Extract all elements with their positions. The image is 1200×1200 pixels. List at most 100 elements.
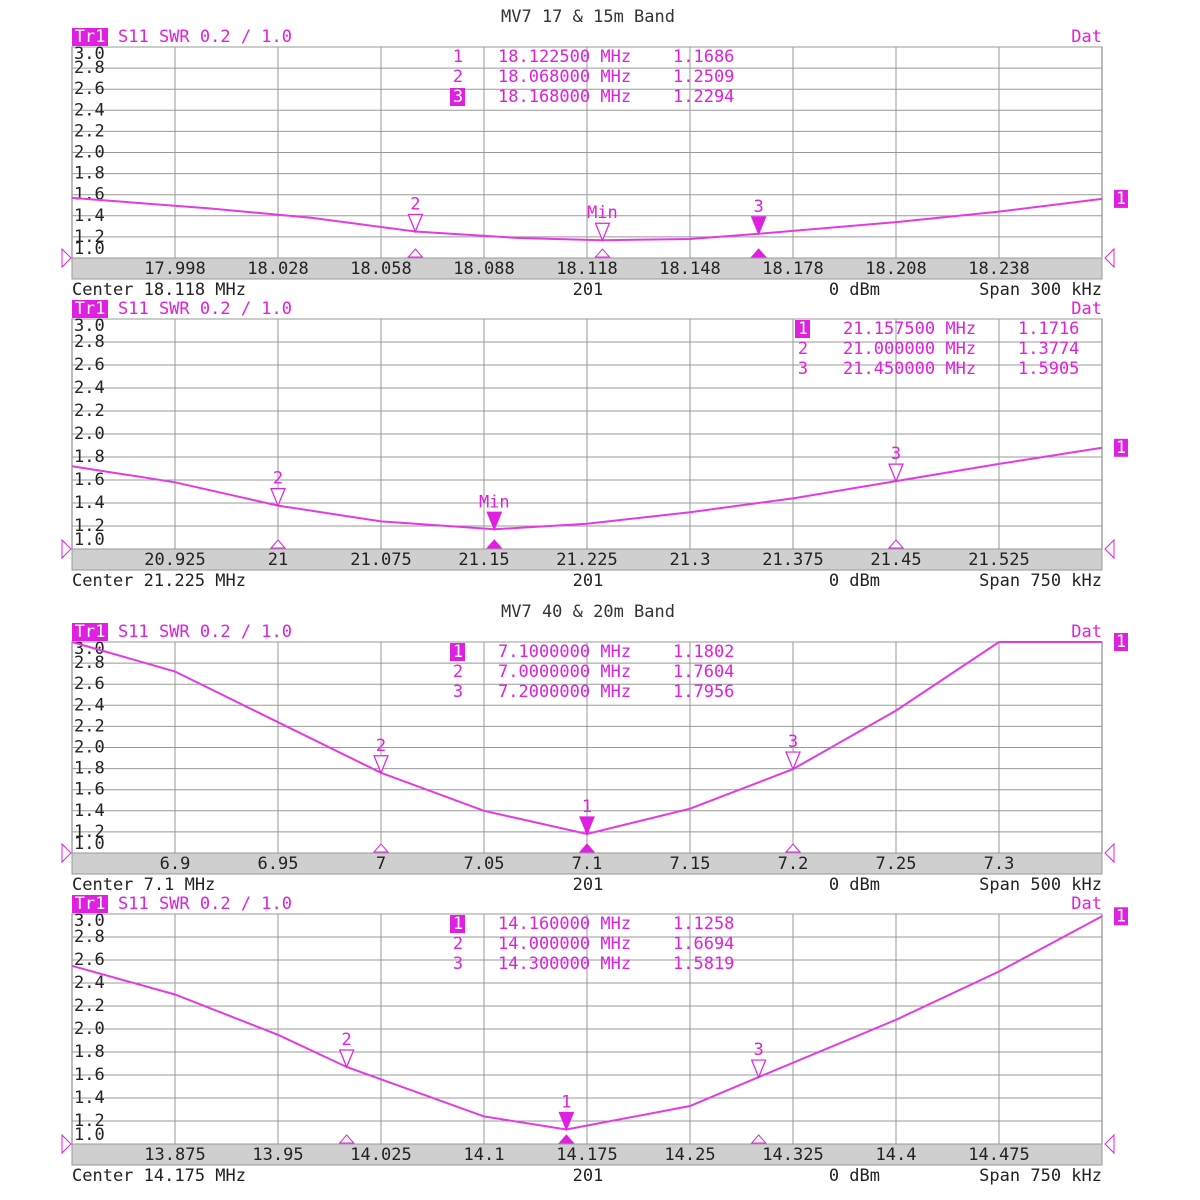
x-tick-label: 7 bbox=[376, 854, 386, 874]
marker-number: 1 bbox=[798, 319, 808, 339]
center-frequency: Center 14.175 MHz bbox=[72, 1166, 246, 1186]
y-tick-label: 2.4 bbox=[74, 378, 105, 398]
x-tick-label: 6.9 bbox=[160, 854, 191, 874]
marker-value: 1.1802 bbox=[673, 642, 734, 662]
y-tick-label: 1.8 bbox=[74, 164, 105, 184]
x-tick-label: 14.4 bbox=[876, 1145, 917, 1165]
y-tick-label: 1.0 bbox=[74, 239, 105, 259]
marker bbox=[486, 511, 503, 531]
x-tick-label: 13.875 bbox=[144, 1145, 205, 1165]
y-tick-label: 1.6 bbox=[74, 1065, 105, 1085]
marker bbox=[338, 1049, 355, 1069]
power: 0 dBm bbox=[829, 280, 880, 300]
x-tick-label: 21 bbox=[268, 550, 288, 570]
marker-number: 2 bbox=[453, 67, 463, 87]
x-tick-label: 7.25 bbox=[876, 854, 917, 874]
marker-frequency: 14.160000 MHz bbox=[498, 914, 631, 934]
edge-arrow bbox=[61, 247, 72, 269]
x-tick-label: 21.375 bbox=[762, 550, 823, 570]
y-tick-label: 2.4 bbox=[74, 100, 105, 120]
marker-label: 3 bbox=[754, 1040, 764, 1060]
marker-value: 1.5819 bbox=[673, 954, 734, 974]
marker-foot bbox=[578, 843, 596, 853]
center-frequency: Center 18.118 MHz bbox=[72, 280, 246, 300]
x-tick-label: 14.025 bbox=[350, 1145, 411, 1165]
x-tick-label: 18.238 bbox=[968, 259, 1029, 279]
y-tick-label: 2.4 bbox=[74, 973, 105, 993]
x-tick-label: 20.925 bbox=[144, 550, 205, 570]
x-tick-label: 7.2 bbox=[778, 854, 809, 874]
marker-label: 2 bbox=[342, 1030, 352, 1050]
y-tick-label: 1.8 bbox=[74, 1042, 105, 1062]
marker-foot bbox=[750, 248, 767, 258]
marker-number-badge bbox=[795, 320, 810, 338]
marker-value: 1.7956 bbox=[673, 682, 734, 702]
x-tick-label: 21.075 bbox=[350, 550, 411, 570]
points: 201 bbox=[573, 571, 604, 591]
y-tick-label: 2.2 bbox=[74, 996, 105, 1016]
x-tick-label: 14.325 bbox=[762, 1145, 823, 1165]
marker-value: 1.5905 bbox=[1018, 359, 1079, 379]
marker-number: 2 bbox=[798, 339, 808, 359]
span: Span 750 kHz bbox=[979, 1166, 1102, 1186]
trace-label: Tr1 bbox=[75, 894, 106, 914]
marker-frequency: 18.122500 MHz bbox=[498, 47, 631, 67]
y-tick-label: 2.8 bbox=[74, 927, 105, 947]
trace-badge bbox=[72, 28, 108, 46]
marker-foot bbox=[338, 1134, 355, 1144]
center-frequency: Center 21.225 MHz bbox=[72, 571, 246, 591]
x-tick-label: 18.058 bbox=[350, 259, 411, 279]
marker-number: 3 bbox=[453, 954, 463, 974]
marker-number: 2 bbox=[453, 662, 463, 682]
y-tick-label: 2.0 bbox=[74, 738, 105, 758]
measurement: S11 SWR 0.2 / 1.0 bbox=[118, 622, 292, 642]
marker-number: 3 bbox=[453, 682, 463, 702]
trace-end-badge bbox=[1114, 438, 1128, 457]
marker-label: 1 bbox=[561, 1093, 571, 1113]
marker-number-badge bbox=[450, 643, 465, 661]
x-tick-label: 7.1 bbox=[572, 854, 603, 874]
x-tick-label: 14.1 bbox=[464, 1145, 505, 1165]
marker-number: 1 bbox=[453, 642, 463, 662]
x-tick-label: 17.998 bbox=[144, 259, 205, 279]
marker bbox=[594, 222, 611, 242]
edge-arrow bbox=[61, 538, 72, 560]
y-tick-label: 1.2 bbox=[74, 516, 105, 536]
edge-arrow bbox=[1104, 538, 1115, 560]
edge-arrow bbox=[61, 842, 72, 864]
y-tick-label: 1.4 bbox=[74, 206, 105, 226]
power: 0 dBm bbox=[829, 1166, 880, 1186]
marker-foot bbox=[750, 1134, 767, 1144]
marker-number: 3 bbox=[453, 87, 463, 107]
y-tick-label: 2.6 bbox=[74, 355, 105, 375]
marker-value: 1.1258 bbox=[673, 914, 734, 934]
chart-title: MV7 40 & 20m Band bbox=[501, 602, 675, 622]
marker-frequency: 7.2000000 MHz bbox=[498, 682, 631, 702]
y-tick-label: 2.6 bbox=[74, 79, 105, 99]
marker-frequency: 18.068000 MHz bbox=[498, 67, 631, 87]
marker-label: 1 bbox=[582, 797, 592, 817]
span: Span 300 kHz bbox=[979, 280, 1102, 300]
marker-number: 1 bbox=[453, 47, 463, 67]
x-tick-label: 13.95 bbox=[252, 1145, 303, 1165]
marker bbox=[373, 755, 389, 775]
y-tick-label: 2.2 bbox=[74, 121, 105, 141]
y-tick-label: 1.8 bbox=[74, 759, 105, 779]
marker-number: 1 bbox=[453, 914, 463, 934]
edge-arrow bbox=[1104, 1133, 1115, 1155]
marker-value: 1.2294 bbox=[673, 87, 734, 107]
trace-end-badge bbox=[1114, 189, 1128, 208]
marker-number-badge bbox=[450, 915, 465, 933]
x-tick-label: 21.225 bbox=[556, 550, 617, 570]
y-tick-label: 2.2 bbox=[74, 716, 105, 736]
marker-value: 1.2509 bbox=[673, 67, 734, 87]
edge-arrow bbox=[61, 1133, 72, 1155]
marker bbox=[785, 751, 801, 771]
center-frequency: Center 7.1 MHz bbox=[72, 875, 215, 895]
marker bbox=[407, 213, 424, 234]
marker bbox=[558, 1111, 575, 1132]
marker-frequency: 14.300000 MHz bbox=[498, 954, 631, 974]
trace-badge bbox=[72, 895, 108, 913]
y-tick-label: 1.0 bbox=[74, 530, 105, 550]
